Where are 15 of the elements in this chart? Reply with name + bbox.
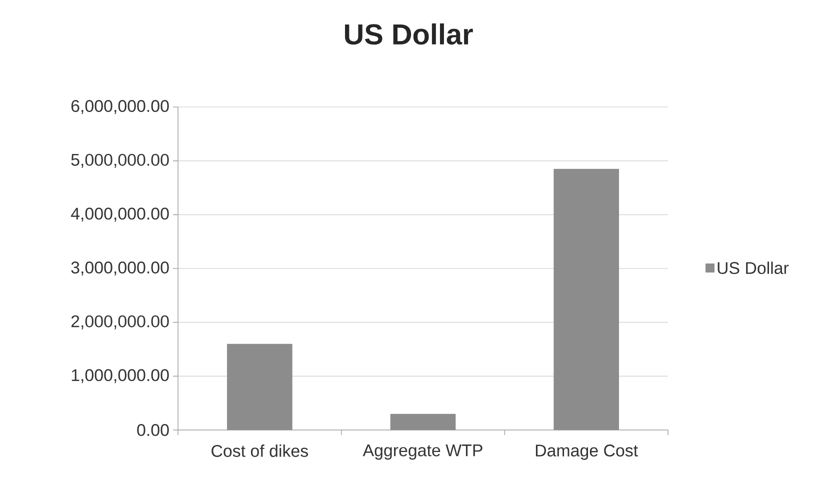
bar bbox=[227, 344, 292, 430]
y-tick-label: 0.00 bbox=[137, 424, 169, 436]
chart-title: US Dollar bbox=[345, 23, 473, 45]
bar bbox=[390, 414, 456, 430]
y-tick-label: 5,000,000.00 bbox=[71, 154, 169, 168]
x-tick-label: Aggregate WTP bbox=[362, 444, 482, 460]
x-tick-label: Cost of dikes bbox=[212, 444, 308, 457]
y-tick-label: 3,000,000.00 bbox=[71, 262, 169, 276]
bar bbox=[554, 168, 620, 430]
y-tick-label: 6,000,000.00 bbox=[71, 100, 169, 114]
y-tick-label: 2,000,000.00 bbox=[71, 315, 169, 330]
x-tick-label: Damage Cost bbox=[536, 444, 638, 460]
y-tick-label: 1,000,000.00 bbox=[72, 369, 169, 384]
legend-label: US Dollar bbox=[718, 262, 789, 274]
y-tick-label: 4,000,000.00 bbox=[70, 208, 169, 222]
